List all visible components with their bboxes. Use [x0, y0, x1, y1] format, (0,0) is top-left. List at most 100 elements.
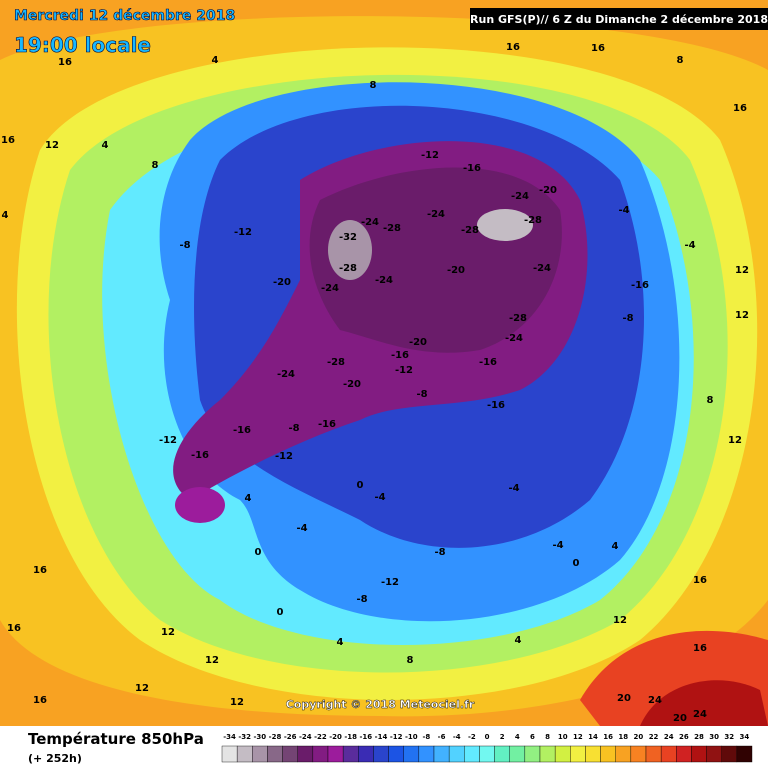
- contour-label: -20: [273, 277, 291, 288]
- contour-label: 12: [135, 683, 149, 694]
- legend-swatch: [312, 745, 329, 763]
- contour-label: 20: [673, 713, 687, 724]
- legend-swatch: [570, 745, 586, 763]
- contour-label: -16: [631, 280, 649, 291]
- legend-swatch: [539, 745, 556, 763]
- contour-label: -8: [179, 240, 190, 251]
- legend-tick-label: -16: [360, 733, 373, 741]
- legend-swatch: [479, 745, 495, 763]
- contour-label: 12: [45, 140, 59, 151]
- legend-tick-label: 22: [649, 733, 659, 741]
- legend-tick-label: -4: [453, 733, 461, 741]
- contour-label: -24: [511, 191, 529, 202]
- contour-label: 8: [677, 55, 684, 66]
- legend-swatch: [615, 745, 632, 763]
- legend-swatch: [600, 745, 616, 763]
- contour-label: 16: [506, 42, 520, 53]
- legend-swatch: [464, 745, 480, 763]
- legend-tick-label: 10: [558, 733, 568, 741]
- contour-label: 16: [693, 643, 707, 654]
- contour-label: -24: [533, 263, 551, 274]
- contour-label: 12: [735, 265, 749, 276]
- legend-tick-label: -10: [405, 733, 418, 741]
- legend-tick-label: 18: [618, 733, 628, 741]
- contour-label: 16: [693, 575, 707, 586]
- legend-tick-label: -20: [329, 733, 342, 741]
- legend-tick-label: 6: [530, 733, 535, 741]
- contour-label: -16: [479, 357, 497, 368]
- legend-swatch: [554, 745, 571, 763]
- contour-label: 12: [728, 435, 742, 446]
- contour-label: -28: [509, 313, 527, 324]
- contour-label: 20: [617, 693, 631, 704]
- contour-label: 4: [2, 210, 9, 221]
- legend-tick-label: -12: [390, 733, 403, 741]
- legend-tick-label: 2: [500, 733, 505, 741]
- legend-tick-label: -34: [223, 733, 236, 741]
- contour-label: -16: [233, 425, 251, 436]
- contour-label: -12: [395, 365, 413, 376]
- legend-swatch: [282, 745, 298, 763]
- contour-label: -12: [421, 150, 439, 161]
- contour-label: -24: [427, 209, 445, 220]
- legend-swatch: [630, 745, 647, 763]
- contour-label: -20: [447, 265, 465, 276]
- contour-label: -28: [383, 223, 401, 234]
- contour-label: 8: [707, 395, 714, 406]
- contour-label: -24: [277, 369, 295, 380]
- contour-label: -24: [321, 283, 339, 294]
- contour-label: -12: [275, 451, 293, 462]
- legend-tick-label: 20: [634, 733, 644, 741]
- legend-tick-label: 30: [709, 733, 719, 741]
- contour-label: 0: [573, 558, 580, 569]
- legend-swatch: [358, 745, 374, 763]
- contour-label: -8: [288, 423, 299, 434]
- legend-tick-label: 26: [679, 733, 689, 741]
- legend-tick-label: -26: [284, 733, 297, 741]
- contour-label: -24: [505, 333, 523, 344]
- contour-label: 0: [277, 607, 284, 618]
- legend-swatch: [221, 745, 238, 763]
- contour-label: 12: [205, 655, 219, 666]
- contour-label: 4: [515, 635, 522, 646]
- legend-tick-label: 16: [603, 733, 613, 741]
- contour-label: 24: [693, 709, 707, 720]
- contour-label: 8: [152, 160, 159, 171]
- legend-swatch: [418, 745, 435, 763]
- map-background: [0, 0, 768, 726]
- legend-swatch: [236, 745, 253, 763]
- contour-label: 4: [102, 140, 109, 151]
- contour-label: 0: [255, 547, 262, 558]
- legend-tick-label: 28: [694, 733, 704, 741]
- contour-label: -4: [296, 523, 307, 534]
- contour-label: -16: [191, 450, 209, 461]
- contour-label: -24: [361, 217, 379, 228]
- legend-swatch: [691, 745, 707, 763]
- legend-tick-label: -8: [423, 733, 431, 741]
- legend-swatch: [327, 745, 344, 763]
- contour-label: -8: [416, 389, 427, 400]
- legend-tick-label: -32: [238, 733, 251, 741]
- contour-label: 16: [7, 623, 21, 634]
- legend-swatch: [706, 745, 722, 763]
- contour-label: -12: [381, 577, 399, 588]
- contour-label: -20: [409, 337, 427, 348]
- contour-label: -4: [508, 483, 519, 494]
- legend-tick-label: 24: [664, 733, 674, 741]
- legend-tick-label: -24: [299, 733, 312, 741]
- contour-label: -12: [159, 435, 177, 446]
- legend-swatch: [388, 745, 404, 763]
- legend-swatch: [448, 745, 465, 763]
- legend-tick-label: -30: [254, 733, 267, 741]
- contour-label: 12: [161, 627, 175, 638]
- contour-label: -4: [374, 492, 385, 503]
- contour-label: 24: [648, 695, 662, 706]
- contour-label: -28: [339, 263, 357, 274]
- contour-label: 4: [337, 637, 344, 648]
- contour-label: 4: [212, 55, 219, 66]
- legend-tick-label: -28: [269, 733, 282, 741]
- legend-swatch: [645, 745, 662, 763]
- contour-label: -8: [434, 547, 445, 558]
- legend-tick-label: 4: [515, 733, 520, 741]
- contour-label: -32: [339, 232, 357, 243]
